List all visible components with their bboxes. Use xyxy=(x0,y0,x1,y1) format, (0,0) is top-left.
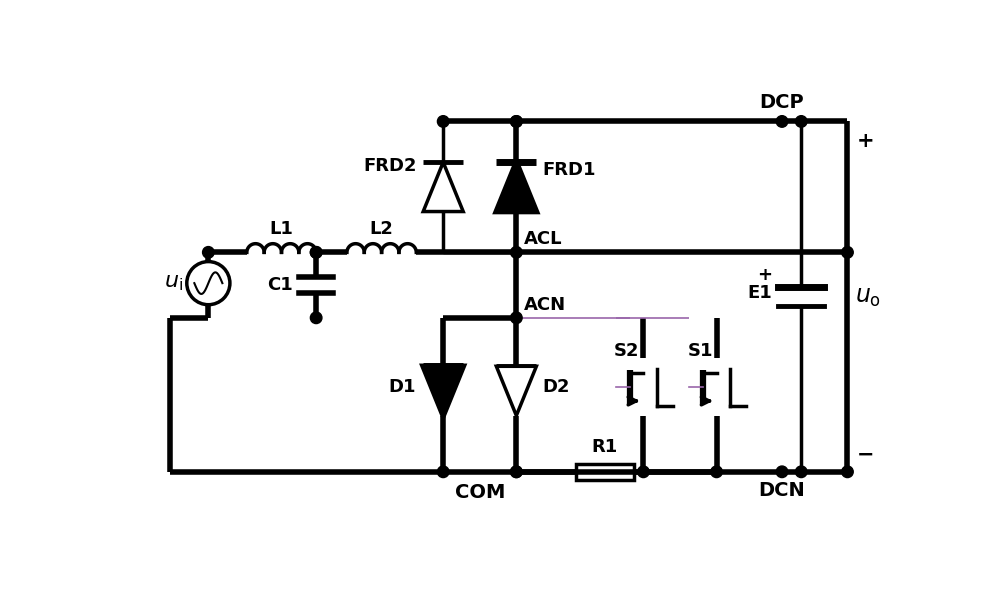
Circle shape xyxy=(711,466,722,478)
Circle shape xyxy=(795,115,807,127)
Circle shape xyxy=(511,115,522,127)
Circle shape xyxy=(511,312,522,324)
Circle shape xyxy=(795,466,807,478)
Text: $u_{\rm o}$: $u_{\rm o}$ xyxy=(855,284,881,309)
Circle shape xyxy=(776,115,788,127)
Text: L1: L1 xyxy=(270,221,293,239)
Text: D1: D1 xyxy=(388,378,415,396)
Polygon shape xyxy=(496,367,536,415)
Text: E1: E1 xyxy=(747,284,772,302)
Text: FRD2: FRD2 xyxy=(364,157,417,176)
Text: DCN: DCN xyxy=(759,481,805,500)
Circle shape xyxy=(842,246,853,258)
Text: ACN: ACN xyxy=(524,296,566,314)
Circle shape xyxy=(310,312,322,324)
Text: COM: COM xyxy=(455,483,505,502)
Text: ACL: ACL xyxy=(524,230,563,249)
Circle shape xyxy=(638,466,649,478)
Circle shape xyxy=(776,466,788,478)
Text: +: + xyxy=(857,131,874,151)
Text: FRD1: FRD1 xyxy=(543,161,596,179)
Text: S1: S1 xyxy=(687,342,713,360)
Text: R1: R1 xyxy=(592,439,618,456)
Bar xyxy=(576,464,634,480)
Text: DCP: DCP xyxy=(760,93,804,112)
Polygon shape xyxy=(423,367,463,415)
Circle shape xyxy=(203,246,214,258)
Text: S2: S2 xyxy=(614,342,640,360)
Polygon shape xyxy=(423,162,463,212)
Circle shape xyxy=(310,246,322,258)
Circle shape xyxy=(437,115,449,127)
Circle shape xyxy=(842,466,853,478)
Circle shape xyxy=(511,246,522,258)
Text: −: − xyxy=(857,445,874,465)
Polygon shape xyxy=(496,162,536,212)
Circle shape xyxy=(511,466,522,478)
Text: $u_{\rm i}$: $u_{\rm i}$ xyxy=(164,273,183,293)
Circle shape xyxy=(310,246,322,258)
Text: D2: D2 xyxy=(543,378,570,396)
Text: L2: L2 xyxy=(370,221,394,239)
Text: C1: C1 xyxy=(267,276,293,294)
Circle shape xyxy=(511,466,522,478)
Circle shape xyxy=(437,466,449,478)
Text: +: + xyxy=(757,265,772,284)
Circle shape xyxy=(511,115,522,127)
